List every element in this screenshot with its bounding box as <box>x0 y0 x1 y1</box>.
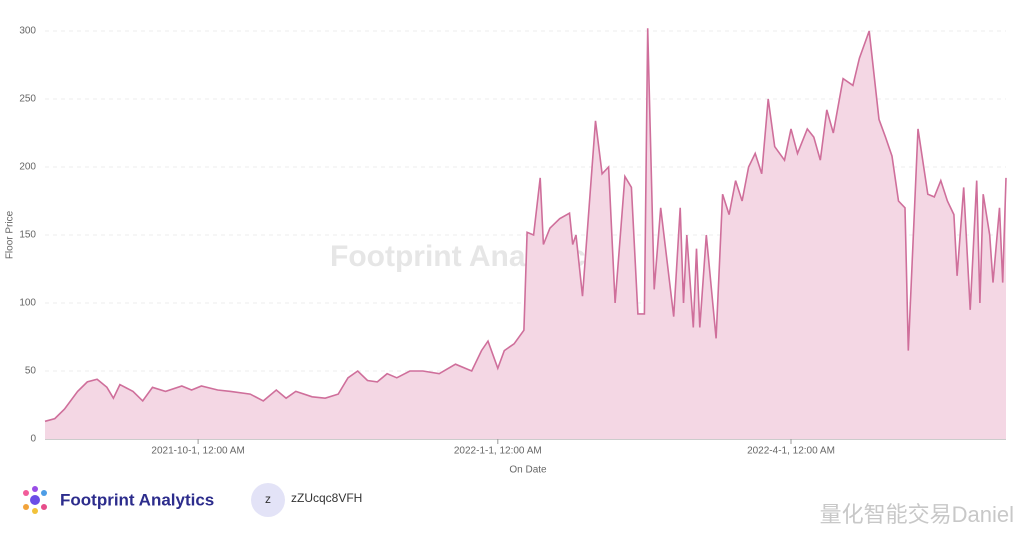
logo <box>23 486 47 514</box>
y-tick-label: 50 <box>25 366 37 377</box>
x-axis-title: On Date <box>509 465 547 476</box>
avatar: z <box>265 492 271 506</box>
y-tick-label: 100 <box>19 298 36 309</box>
line <box>44 28 1007 423</box>
brand: Footprint Analytics <box>60 490 214 509</box>
x-tick-label: 2022-1-1, 12:00 AM <box>454 446 542 457</box>
x-tick-label: 2021-10-1, 12:00 AM <box>151 446 244 457</box>
y-tick-label: 200 <box>19 162 36 173</box>
credit: 量化智能交易Daniel <box>820 502 1014 527</box>
x-tick-label: 2022-4-1, 12:00 AM <box>747 446 835 457</box>
y-tick-label: 300 <box>19 26 36 37</box>
y-tick-label: 150 <box>19 230 36 241</box>
area <box>45 28 1006 440</box>
y-axis-title: Floor Price <box>5 210 16 259</box>
y-tick-label: 250 <box>19 94 36 105</box>
avatar-circle <box>251 483 285 517</box>
user-name[interactable]: zZUcqc8VFH <box>291 491 362 505</box>
y-tick-label: 0 <box>30 434 36 445</box>
